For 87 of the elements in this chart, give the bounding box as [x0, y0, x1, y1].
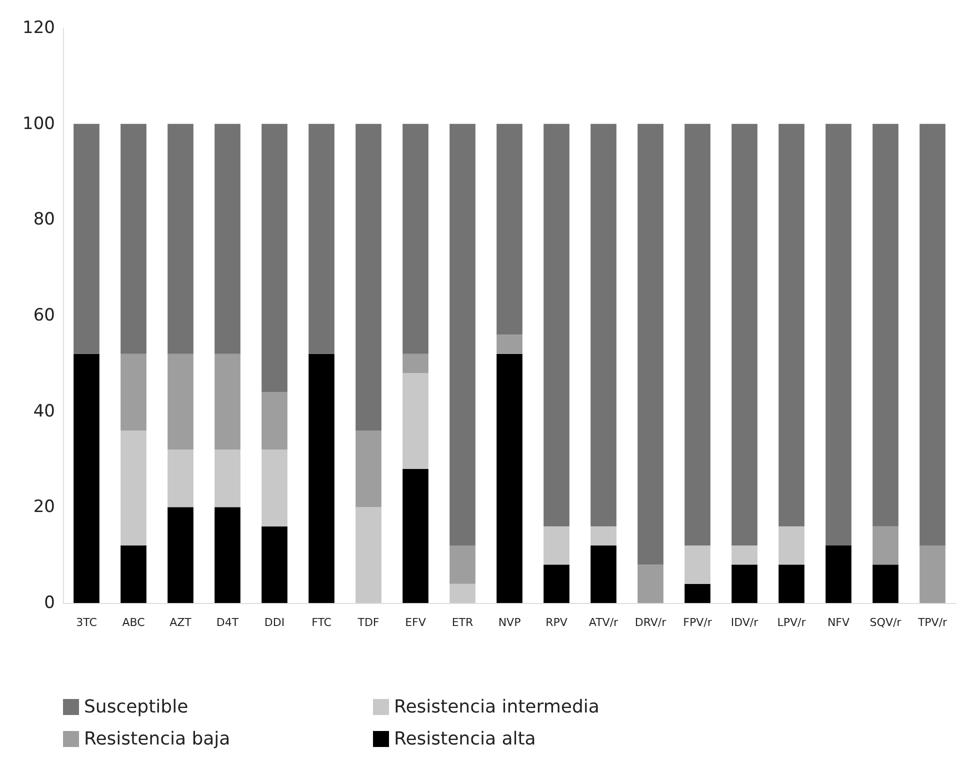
bar	[778, 124, 804, 526]
bar	[262, 392, 288, 450]
bar	[826, 124, 852, 546]
x-tick-label: TPV/r	[916, 616, 948, 629]
x-tick-label: ATV/r	[588, 616, 619, 629]
bar	[684, 546, 710, 584]
bar	[826, 546, 852, 603]
bar	[496, 354, 522, 603]
bar	[74, 354, 100, 603]
bar	[590, 124, 616, 526]
y-tick-label: 0	[44, 593, 55, 613]
bar	[496, 124, 522, 335]
bar	[402, 468, 428, 603]
y-tick-label: 40	[33, 401, 55, 422]
legend-label: Susceptible	[84, 696, 188, 718]
bar	[638, 124, 664, 565]
bar	[590, 526, 616, 546]
y-tick-label: 120	[22, 18, 55, 38]
x-tick-label: D4T	[216, 616, 239, 629]
bar	[356, 507, 382, 603]
bar	[920, 124, 946, 546]
bar	[872, 124, 898, 526]
bar	[262, 124, 288, 392]
x-tick-label: LPV/r	[777, 616, 806, 629]
bar	[732, 564, 758, 603]
bar	[732, 546, 758, 565]
bar	[168, 124, 194, 354]
x-tick-label: DDI	[264, 616, 285, 629]
x-tick-label: AZT	[170, 616, 192, 629]
bar	[214, 354, 240, 450]
bar	[214, 124, 240, 354]
bar	[544, 564, 570, 603]
bar	[590, 546, 616, 603]
bar	[168, 507, 194, 603]
x-tick-label: FPV/r	[683, 616, 712, 629]
legend-label: Resistencia baja	[84, 728, 230, 750]
bar	[74, 124, 100, 354]
bar	[544, 526, 570, 565]
x-tick-label: EFV	[405, 616, 426, 629]
bar	[778, 564, 804, 603]
bar	[308, 124, 334, 354]
x-tick-label: NVP	[498, 616, 522, 629]
x-tick-label: ETR	[452, 616, 474, 629]
y-tick-label: 80	[33, 210, 55, 230]
x-tick-label: SQV/r	[870, 616, 902, 629]
bar	[402, 124, 428, 354]
bar	[402, 373, 428, 469]
y-tick-label: 60	[33, 306, 55, 326]
bar	[496, 334, 522, 354]
bar	[450, 546, 476, 584]
bar	[120, 124, 146, 354]
bar	[544, 124, 570, 526]
bar	[402, 354, 428, 373]
bar	[732, 124, 758, 546]
bar	[684, 124, 710, 546]
bar	[120, 546, 146, 603]
x-tick-label: RPV	[546, 616, 568, 629]
bar	[872, 564, 898, 603]
bar	[450, 584, 476, 603]
bar	[920, 546, 946, 603]
bar	[778, 526, 804, 565]
x-tick-label: NFV	[827, 616, 850, 629]
x-tick-label: DRV/r	[634, 616, 667, 629]
bar	[120, 430, 146, 546]
y-tick-label: 100	[22, 114, 55, 134]
bar	[450, 124, 476, 546]
x-tick-label: FTC	[312, 616, 332, 629]
bar	[684, 584, 710, 603]
x-tick-label: IDV/r	[730, 616, 759, 629]
bar	[262, 450, 288, 526]
legend-label: Resistencia alta	[394, 728, 536, 750]
y-tick-label: 20	[33, 497, 55, 518]
bar	[356, 124, 382, 430]
bar	[872, 526, 898, 565]
bar	[308, 354, 334, 603]
x-tick-label: ABC	[122, 616, 146, 629]
bar	[262, 526, 288, 603]
x-tick-label: TDF	[356, 616, 380, 629]
bar	[214, 507, 240, 603]
bar	[120, 354, 146, 430]
bar	[214, 450, 240, 508]
legend-label: Resistencia intermedia	[394, 696, 600, 718]
bar	[168, 450, 194, 508]
bar	[168, 354, 194, 450]
bar	[356, 430, 382, 508]
x-tick-label: 3TC	[76, 616, 98, 629]
bar	[638, 564, 664, 603]
